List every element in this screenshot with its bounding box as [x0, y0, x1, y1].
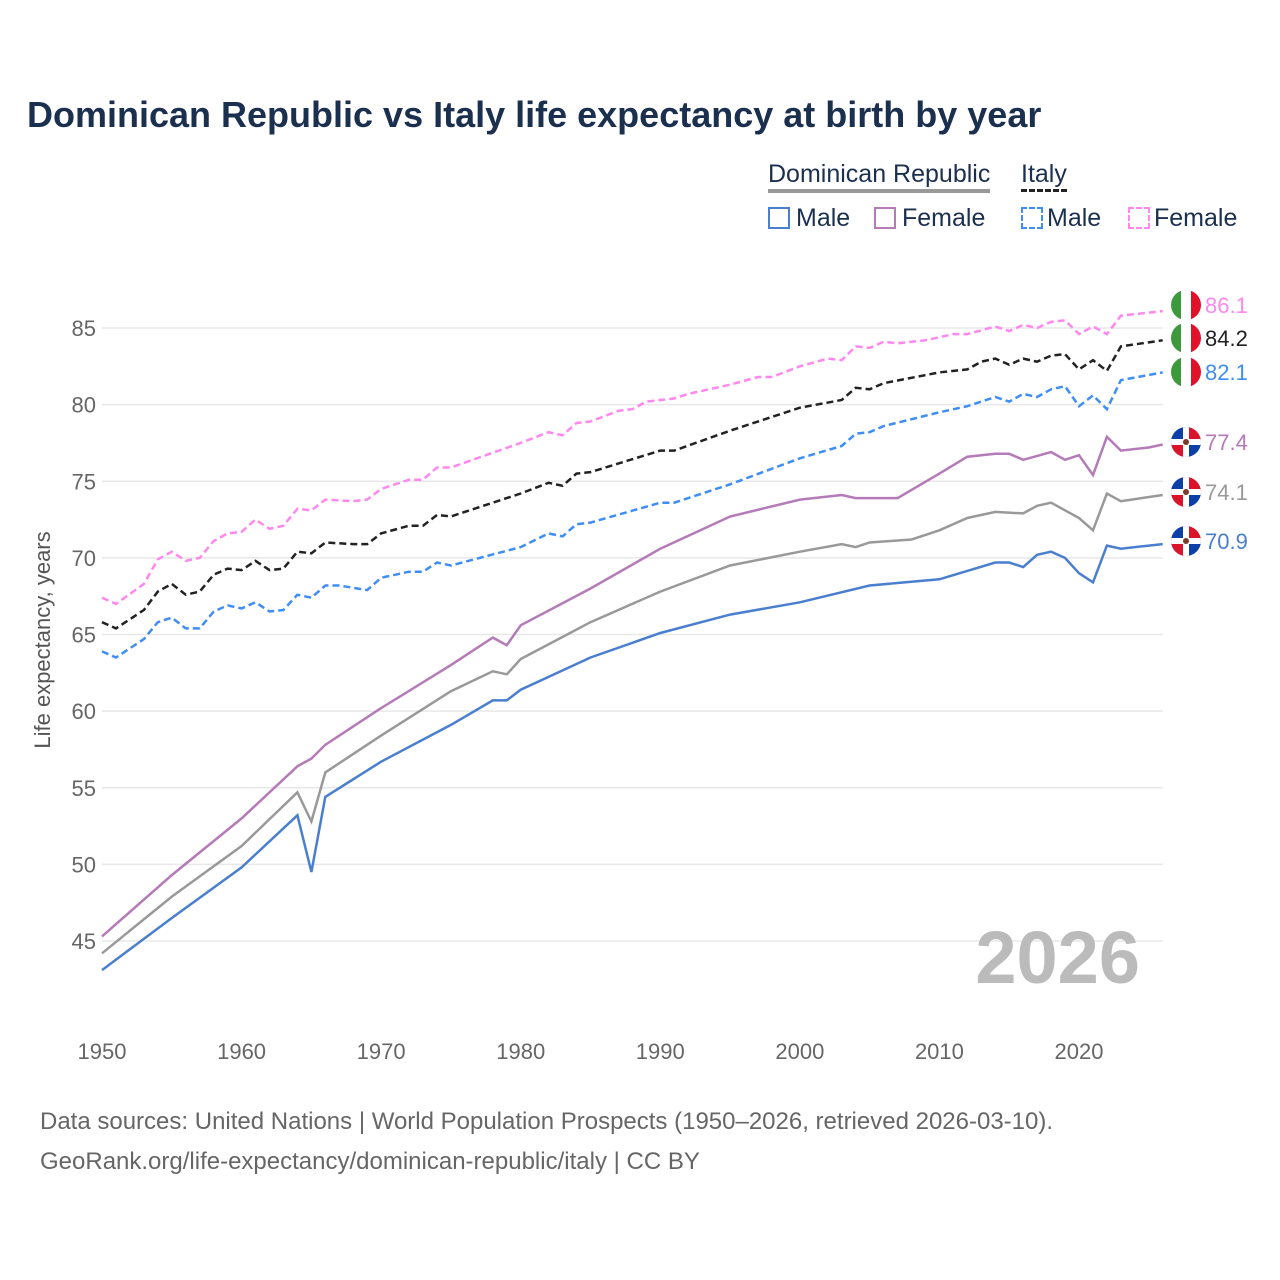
series-line-italy — [101, 339, 1163, 630]
end-value-label: 84.2 — [1205, 326, 1248, 351]
y-tick-label: 80 — [72, 393, 96, 418]
legend-swatch-italy-male — [1021, 207, 1043, 229]
x-tick-label: 2000 — [775, 1039, 824, 1064]
legend-dr-male[interactable]: Male — [768, 204, 850, 233]
y-tick-label: 85 — [72, 316, 96, 341]
x-tick-label: 2020 — [1055, 1039, 1104, 1064]
dominican-republic-flag-icon — [1171, 427, 1201, 457]
series-line-dominican-republic — [101, 491, 1163, 955]
end-value-label: 82.1 — [1205, 360, 1248, 385]
end-value-label: 70.9 — [1205, 529, 1248, 554]
x-tick-label: 1980 — [496, 1039, 545, 1064]
y-tick-label: 45 — [72, 929, 96, 954]
x-tick-label: 2010 — [915, 1039, 964, 1064]
x-tick-label: 1950 — [78, 1039, 127, 1064]
x-tick-label: 1970 — [357, 1039, 406, 1064]
legend-label: Female — [902, 204, 986, 232]
legend-group-dominican-republic: Dominican Republic — [768, 160, 991, 193]
legend-group-italy: Italy — [1021, 160, 1067, 192]
dominican-republic-flag-icon — [1171, 526, 1201, 556]
y-axis-label: Life expectancy, years — [30, 531, 55, 748]
end-value-label: 77.4 — [1205, 430, 1248, 455]
legend-italy-female[interactable]: Female — [1128, 204, 1237, 233]
year-watermark: 2026 — [975, 916, 1140, 999]
legend-dr-female[interactable]: Female — [874, 204, 985, 233]
x-tick-label: 1990 — [636, 1039, 685, 1064]
y-tick-label: 75 — [72, 469, 96, 494]
y-tick-label: 55 — [72, 776, 96, 801]
y-tick-label: 50 — [72, 852, 96, 877]
italy-flag-icon — [1171, 290, 1201, 320]
chart-title: Dominican Republic vs Italy life expecta… — [27, 94, 1042, 135]
dominican-republic-flag-icon — [1171, 477, 1201, 507]
italy-flag-icon — [1171, 357, 1201, 387]
legend-swatch-italy-female — [1128, 207, 1150, 229]
series-line-dominican-republic-male — [101, 542, 1163, 972]
y-tick-label: 70 — [72, 546, 96, 571]
legend-label: Male — [796, 204, 851, 232]
series-line-italy-female — [101, 309, 1163, 606]
end-value-label: 86.1 — [1205, 293, 1248, 318]
series-line-italy-male — [101, 371, 1163, 659]
legend-label: Female — [1154, 204, 1238, 232]
footer-source: Data sources: United Nations | World Pop… — [40, 1108, 1054, 1135]
y-tick-label: 60 — [72, 699, 96, 724]
legend-label: Male — [1047, 204, 1102, 232]
x-tick-label: 1960 — [217, 1039, 266, 1064]
series-line-dominican-republic-female — [101, 434, 1163, 938]
legend-swatch-dr-female — [874, 207, 896, 229]
legend-swatch-dr-male — [768, 207, 790, 229]
legend-italy-male[interactable]: Male — [1021, 204, 1101, 233]
footer-url[interactable]: GeoRank.org/life-expectancy/dominican-re… — [40, 1148, 700, 1175]
italy-flag-icon — [1171, 323, 1201, 353]
y-tick-label: 65 — [72, 623, 96, 648]
end-value-label: 74.1 — [1205, 480, 1248, 505]
